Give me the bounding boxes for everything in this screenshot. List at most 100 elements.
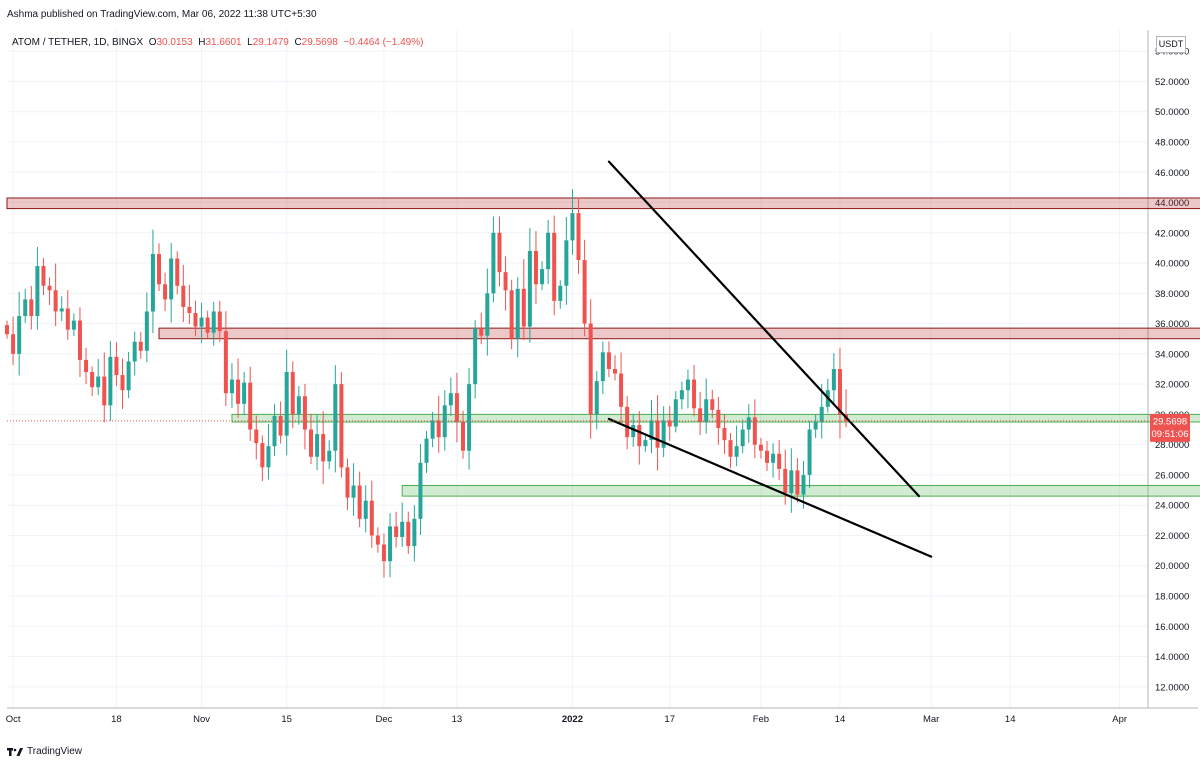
candle-body	[740, 429, 745, 447]
candle-body	[150, 253, 155, 312]
candle-body	[388, 526, 393, 562]
candle-body	[47, 285, 52, 291]
close-value: 29.5698	[301, 37, 338, 48]
x-tick-label: 18	[111, 714, 122, 725]
resistance-zone[interactable]	[6, 197, 1200, 210]
x-tick-label: Dec	[376, 714, 393, 725]
y-tick-label: 50.0000	[1155, 107, 1189, 118]
candle-body	[454, 393, 459, 422]
candle-body	[540, 269, 545, 285]
y-tick-label: 34.0000	[1155, 349, 1189, 360]
candle-body	[394, 526, 399, 537]
candle-body	[17, 316, 22, 354]
candle-body	[120, 375, 125, 391]
candle-body	[837, 369, 842, 415]
candle-body	[132, 341, 137, 362]
y-tick-label: 22.0000	[1155, 531, 1189, 542]
candle-body	[35, 266, 40, 317]
candle-body	[643, 440, 648, 447]
candle-body	[157, 253, 161, 285]
candle-body	[296, 396, 301, 415]
currency-button[interactable]: USDT	[1156, 36, 1186, 53]
candle-body	[685, 379, 690, 391]
candle-body	[339, 384, 344, 468]
candle-body	[746, 417, 751, 430]
candle-body	[479, 328, 484, 336]
candle-body	[442, 405, 447, 438]
y-tick-label: 44.0000	[1155, 198, 1189, 209]
candle-body	[606, 352, 611, 369]
candle-body	[418, 462, 423, 519]
y-tick-label: 32.0000	[1155, 380, 1189, 391]
candle-body	[752, 417, 757, 445]
y-tick-label: 28.0000	[1155, 440, 1189, 451]
high-label: H	[198, 37, 206, 48]
x-tick-label: Oct	[6, 714, 21, 725]
candle-body	[728, 440, 733, 457]
candle-body	[406, 521, 411, 547]
y-tick-label: 16.0000	[1155, 622, 1189, 633]
candle-body	[503, 272, 508, 291]
support-zone[interactable]	[231, 413, 1200, 423]
candle-body	[582, 260, 587, 324]
candle-body	[90, 372, 95, 388]
candle-body	[321, 434, 326, 462]
candle-body	[600, 352, 605, 382]
candle-body	[777, 453, 782, 469]
x-tick-label: Apr	[1112, 714, 1127, 725]
candle-body	[351, 485, 356, 498]
candle-body	[673, 399, 678, 427]
candle-body	[205, 317, 210, 333]
close-label: C	[294, 37, 302, 48]
candle-body	[698, 408, 703, 422]
candle-body	[260, 443, 265, 468]
candle-body	[625, 406, 630, 438]
candle-body	[771, 453, 776, 463]
candle-body	[357, 485, 362, 519]
candle-body	[181, 285, 186, 307]
candle-body	[400, 521, 405, 537]
trendline[interactable]	[607, 417, 933, 558]
candle-body	[175, 258, 180, 286]
y-tick-label: 38.0000	[1155, 289, 1189, 300]
candle-body	[53, 290, 58, 312]
candle-body	[163, 284, 168, 300]
y-tick-label: 40.0000	[1155, 259, 1189, 270]
candle-body	[436, 420, 441, 438]
trendline[interactable]	[607, 160, 921, 498]
x-tick-label: 14	[1005, 714, 1016, 725]
support-zone[interactable]	[401, 485, 1200, 497]
candle-body	[138, 341, 143, 351]
candle-body	[102, 376, 107, 406]
candle-body	[169, 258, 174, 300]
candle-body	[65, 308, 70, 330]
candle-body	[59, 308, 64, 312]
candle-body	[533, 250, 538, 285]
candle-body	[71, 320, 76, 330]
candle-body	[637, 424, 642, 447]
candle-body	[515, 288, 520, 339]
candle-body	[485, 293, 490, 336]
candle-body	[783, 468, 788, 494]
candle-body	[77, 320, 82, 360]
candle-body	[448, 393, 453, 406]
x-tick-label: 13	[452, 714, 463, 725]
symbol-legend: ATOM / TETHER, 1D, BINGX O30.0153 H31.66…	[12, 37, 423, 48]
candle-body	[570, 213, 575, 241]
candle-body	[315, 434, 320, 457]
candle-body	[290, 372, 295, 415]
candle-body	[412, 518, 417, 547]
candle-body	[704, 399, 709, 422]
candle-body	[345, 467, 350, 498]
candle-body	[467, 384, 472, 451]
y-tick-label: 26.0000	[1155, 470, 1189, 481]
footer-brand[interactable]: TradingView	[7, 746, 82, 757]
candle-body	[813, 421, 818, 430]
resistance-zone[interactable]	[158, 327, 1200, 340]
candle-body	[114, 356, 119, 376]
tradingview-logo-icon	[7, 747, 23, 756]
candle-body	[509, 290, 514, 339]
candle-body	[381, 544, 386, 562]
candle-body	[661, 420, 666, 448]
